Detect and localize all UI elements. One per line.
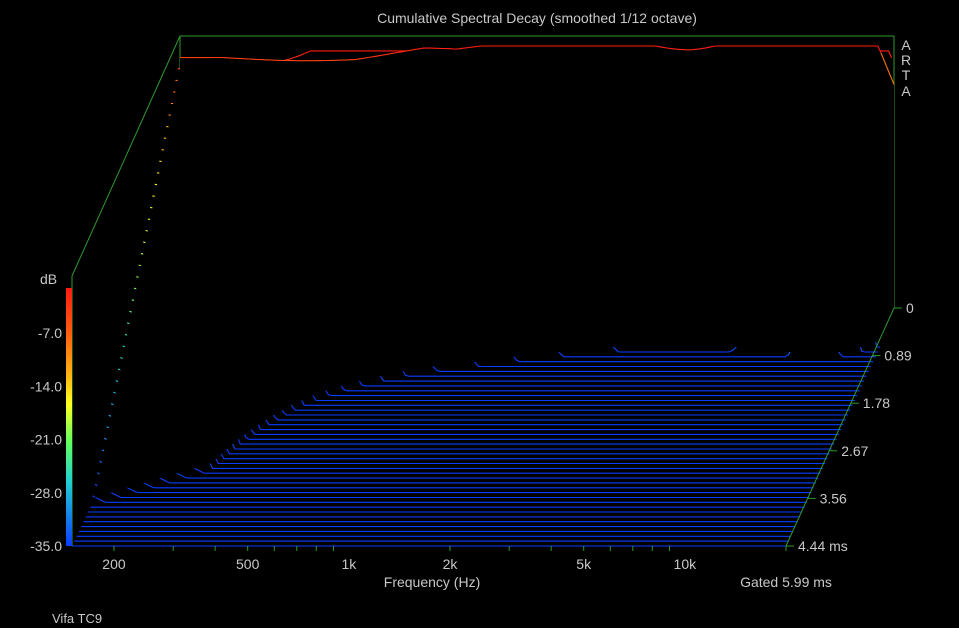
slice-mask [104,438,819,479]
z-tick-label: -21.0 [30,432,62,448]
slice-line-segment [339,383,860,392]
slice-line-segment [238,420,837,440]
slice-line-segment [248,58,265,61]
frequency-axis-ticks: 200 500 1k 2k 5k 10k [102,546,787,572]
time-axis-line [785,307,895,547]
z-axis-label: dB [40,271,57,287]
time-tick-label: 0.89 [884,348,911,364]
time-tick-label: 4.44 ms [798,538,848,554]
slice-line-segment [236,435,835,445]
slice-line-segment [136,491,812,494]
slice-line-segment [618,350,733,353]
z-tick-label: -35.0 [30,538,62,554]
slice-line-segment [274,416,846,421]
gate-label: Gated 5.99 ms [740,574,832,590]
freq-tick-label: 10k [674,556,698,572]
slice-line-segment [420,47,440,50]
slice-line-segment [214,456,826,465]
freq-tick-label: 500 [236,556,260,572]
watermark-letter: A [901,37,911,53]
slice-line-segment [880,52,895,85]
slice-line-segment [475,45,658,48]
frame-left-diagonal [71,35,181,277]
slice-line-segment [355,56,369,61]
slice-line-segment [656,45,671,49]
freq-tick-label: 1k [341,556,357,572]
slice-line-segment [462,46,476,49]
freq-tick-label: 200 [102,556,126,572]
slice-mask [180,46,894,318]
z-axis-ticks: -7.0 -14.0 -21.0 -28.0 -35.0 [30,325,62,554]
slice-line-segment [235,57,249,60]
slice-mask [106,426,821,474]
time-tick-label: 3.56 [820,490,847,506]
slice-line-segment [256,420,842,431]
decay-slice [92,495,807,503]
time-tick-label: 1.78 [863,395,890,411]
freq-tick-label: 2k [443,556,459,572]
slice-line-segment [218,429,830,455]
slice-line-segment [92,495,106,503]
watermark-letter: R [901,52,911,68]
slice-line-segment [258,404,844,426]
footer-label: Vifa TC9 [52,611,102,626]
x-axis-label: Frequency (Hz) [384,574,480,590]
slice-line-segment [293,385,853,406]
time-axis-ticks: 0 0.89 1.78 2.67 3.56 4.44 ms [785,300,914,554]
freq-tick-label: 5k [576,556,592,572]
slice-line-segment [712,45,882,54]
slice-line-segment [166,481,816,484]
slice-line-segment [564,354,789,358]
slice-line-segment [181,475,819,479]
slice-line-segment [355,375,862,387]
slice-line-segment [309,389,855,402]
slice-line-segment [670,47,687,51]
db-color-scale [66,288,72,546]
slice-line-segment [394,50,408,54]
slice-line-segment [151,486,814,489]
slice-line-segment [335,59,356,61]
slice-line-segment [699,46,713,50]
chart-title: Cumulative Spectral Decay (smoothed 1/12… [377,10,697,26]
slice-line-segment [381,52,395,56]
slice-line-segment [686,48,700,51]
arta-watermark: A R T A [901,37,911,99]
watermark-letter: A [901,83,911,99]
slice-line-segment [407,48,421,52]
slice-line-segment [197,469,821,474]
slice-line-segment [291,406,851,411]
slice-line-segment [401,369,867,377]
slice-line-segment [218,56,236,59]
z-tick-label: -14.0 [30,378,62,394]
slice-line-segment [276,398,848,416]
z-tick-label: -28.0 [30,485,62,501]
slice-line-segment [324,388,858,397]
time-tick-label: 2.67 [841,443,868,459]
watermark-letter: T [902,67,911,83]
slice-line-segment [264,59,281,61]
decay-slices [72,45,895,547]
slice-line-segment [430,363,869,372]
time-tick-label: 0 [906,300,914,316]
slice-line-segment [861,350,878,353]
z-tick-label: -7.0 [38,325,62,341]
slice-line-segment [368,54,382,59]
slice-line-segment [291,53,305,60]
slice-line-segment [216,443,828,460]
decay-slice [180,45,895,318]
slice-line-segment [439,47,463,50]
slice-line-segment [509,350,874,363]
slice-line-segment [839,353,876,358]
